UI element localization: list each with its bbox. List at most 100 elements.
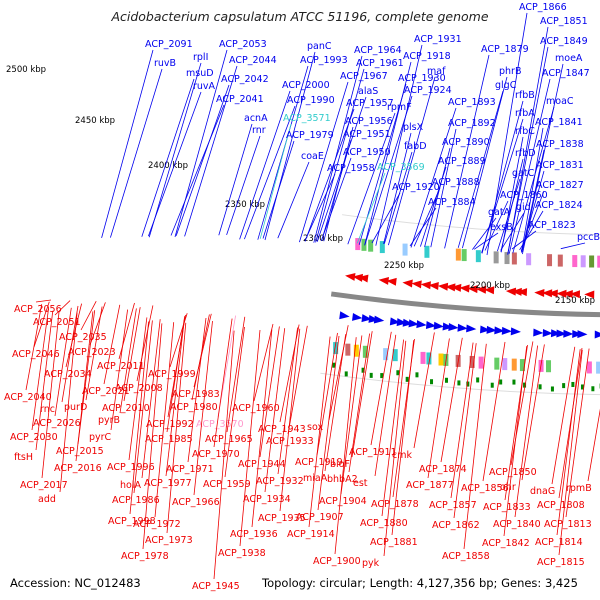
- forward-gene-label: ACP_1866: [519, 2, 567, 13]
- reverse-leader-line: [61, 305, 79, 403]
- gc-skew-mark: [476, 377, 480, 383]
- accession-text: Accession: NC_012483: [10, 576, 141, 590]
- forward-gene-arrow: [466, 324, 477, 333]
- forward-gene-label: rfbB: [515, 90, 535, 101]
- gc-skew-mark: [457, 380, 461, 386]
- forward-gene-label: rnr: [252, 125, 266, 136]
- reverse-leader-line: [133, 320, 153, 494]
- reverse-leader-line: [565, 348, 590, 518]
- reverse-leader-line: [503, 346, 528, 537]
- reverse-gene-arrow: [378, 276, 389, 285]
- reverse-leader-line: [413, 332, 435, 449]
- reverse-gene-arrow: [411, 280, 422, 289]
- reverse-gene-label: ACP_1945: [192, 581, 240, 592]
- reverse-leader-line: [65, 303, 82, 368]
- reverse-gene-label: est: [353, 478, 368, 489]
- forward-leader-line: [507, 26, 549, 255]
- reverse-gene-label: ACP_1943: [258, 424, 306, 435]
- cog-category-block: [345, 343, 351, 356]
- cog-category-block: [580, 255, 586, 268]
- forward-leader-line: [521, 170, 545, 252]
- forward-gene-label: ACP_1958: [327, 163, 375, 174]
- forward-leader-line: [388, 76, 436, 246]
- reverse-gene-label: ACP_1857: [429, 500, 477, 511]
- forward-gene-label: ACP_1860: [500, 190, 548, 201]
- forward-gene-label: alaS: [358, 86, 378, 97]
- reverse-leader-line: [348, 333, 370, 473]
- forward-gene-label: ACP_1889: [438, 156, 486, 167]
- reverse-leader-line: [450, 342, 474, 499]
- reverse-leader-line: [59, 312, 78, 493]
- forward-gene-label: phrB: [499, 66, 521, 77]
- reverse-leader-line: [440, 337, 463, 463]
- reverse-leader-line: [308, 336, 331, 528]
- reverse-leader-line: [381, 339, 404, 517]
- forward-leader-line: [259, 123, 292, 239]
- forward-gene-arrow: [594, 330, 600, 339]
- axis-tick-label: 2200 kbp: [470, 281, 510, 291]
- forward-leader-line: [184, 65, 238, 237]
- reverse-gene-label: bioF: [330, 459, 350, 470]
- forward-gene-label: msuD: [186, 68, 214, 79]
- cog-category-block: [526, 253, 532, 266]
- reverse-leader-line: [340, 335, 363, 495]
- forward-gene-label: ACP_1841: [535, 117, 583, 128]
- cog-category-block: [493, 251, 499, 264]
- reverse-gene-arrow: [516, 288, 528, 297]
- reverse-gene-arrow: [352, 273, 364, 282]
- forward-leader-line: [472, 217, 497, 250]
- reverse-leader-line: [166, 316, 186, 433]
- outer-track-line: [320, 372, 600, 396]
- gc-skew-mark: [466, 381, 470, 387]
- axis-tick-label: 2450 kbp: [75, 116, 115, 126]
- reverse-gene-arrow: [451, 283, 462, 292]
- reverse-leader-line: [136, 305, 154, 382]
- forward-leader-line: [262, 140, 295, 239]
- forward-gene-arrow: [510, 327, 521, 336]
- gc-skew-mark: [396, 370, 400, 376]
- forward-leader-line: [321, 157, 352, 241]
- forward-leader-line: [110, 68, 163, 238]
- forward-gene-label: rfbD: [515, 148, 536, 159]
- reverse-leader-line: [551, 346, 576, 485]
- reverse-leader-line: [75, 311, 94, 462]
- reverse-gene-label: ACP_2017: [20, 480, 68, 491]
- reverse-gene-label: ACP_1970: [192, 449, 240, 460]
- forward-leader-line: [430, 128, 457, 248]
- forward-gene-label: ACP_1918: [403, 51, 451, 62]
- forward-leader-line: [321, 139, 352, 242]
- forward-gene-label: ACP_1827: [536, 180, 584, 191]
- forward-leader-line: [264, 51, 316, 241]
- forward-gene-label: ACP_1890: [442, 137, 490, 148]
- forward-gene-arrow: [577, 330, 588, 339]
- gc-skew-mark: [580, 384, 584, 390]
- reverse-leader-line: [277, 327, 298, 475]
- forward-leader-line: [299, 81, 349, 243]
- reverse-leader-line: [128, 317, 148, 461]
- forward-gene-arrow: [556, 329, 567, 338]
- cog-category-block: [469, 355, 475, 368]
- reverse-leader-line: [80, 301, 97, 331]
- reverse-gene-label: ACP_1973: [145, 535, 193, 546]
- reverse-gene-label: ACP_1877: [406, 480, 454, 491]
- forward-leader-line: [424, 147, 451, 247]
- reverse-gene-label: ACP_1858: [442, 551, 490, 562]
- cog-category-block: [504, 252, 510, 265]
- cog-category-block: [426, 352, 432, 365]
- reverse-gene-label: dnaG: [530, 486, 555, 497]
- genome-backbone: [330, 291, 600, 318]
- reverse-gene-label: ACP_1971: [166, 464, 214, 475]
- forward-gene-label: ACP_2053: [219, 39, 267, 50]
- forward-gene-label: maf: [427, 66, 446, 77]
- reverse-leader-line: [287, 325, 308, 435]
- reverse-gene-label: ACP_1998: [108, 516, 156, 527]
- forward-leader-line: [375, 44, 423, 246]
- reverse-leader-line: [226, 316, 246, 433]
- reverse-gene-label: ACP_2008: [115, 383, 163, 394]
- gc-skew-mark: [444, 377, 448, 383]
- reverse-gene-label: ACP_1978: [121, 551, 169, 562]
- forward-gene-label: rfbC: [515, 126, 535, 137]
- forward-gene-label: ACP_1931: [414, 34, 462, 45]
- forward-gene-arrow: [542, 328, 553, 337]
- gc-skew-mark: [361, 367, 365, 373]
